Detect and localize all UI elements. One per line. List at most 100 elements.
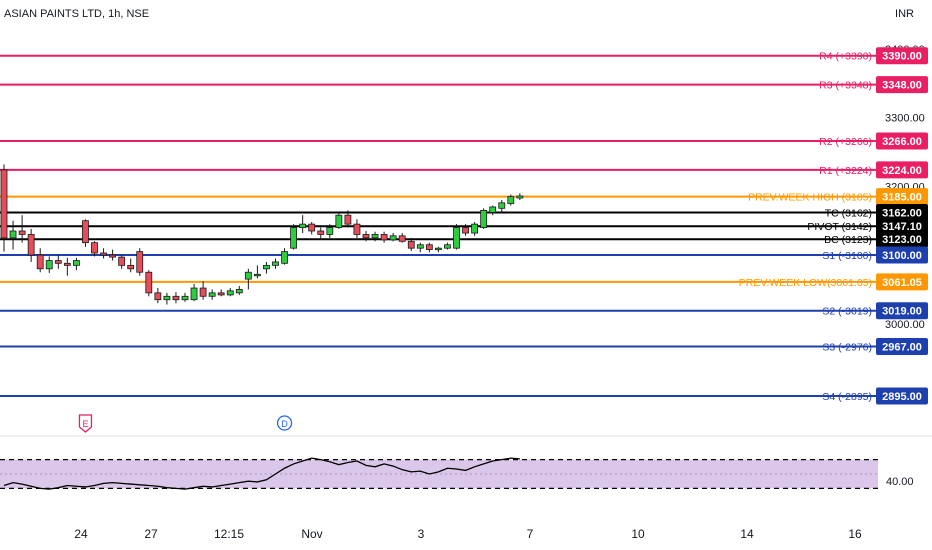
level-price-text: 3100.00: [882, 250, 922, 262]
candle-body: [425, 244, 433, 250]
candle-body: [118, 256, 126, 266]
oscillator-pane: 40.00: [0, 435, 932, 490]
level-price-badge: [876, 230, 928, 248]
level-price-text: 3123.00: [882, 234, 922, 246]
candle-body: [371, 234, 379, 239]
candle-body: [344, 214, 352, 225]
candle-body: [9, 230, 17, 239]
candle-body: [199, 287, 207, 297]
candle-body: [317, 230, 325, 235]
level-price-text: 3224.00: [882, 165, 922, 177]
level-price-badge: [876, 76, 928, 94]
candle-body: [73, 260, 80, 266]
time-tick-label: 24: [74, 527, 88, 541]
candle-body: [444, 244, 451, 249]
candle-body: [263, 264, 270, 270]
level-price-badge: [876, 273, 928, 291]
candle-body: [91, 242, 98, 254]
candle-body: [217, 292, 225, 296]
level-price-badge: [876, 302, 928, 320]
oscillator-tick-label: 40.00: [886, 476, 914, 488]
candle-body: [434, 247, 442, 251]
level-label: S2 (-3019): [822, 306, 872, 318]
currency-label: INR: [895, 8, 914, 20]
level-label: PREV.WEEK LOW(3061.05): [739, 277, 872, 289]
level-price-badge: [876, 387, 928, 405]
level-label: S3 (-2976): [822, 341, 872, 353]
level-price-text: 3147.10: [882, 221, 922, 233]
time-axis: 24 27 12:15 Nov 3 7 10 14 16: [74, 527, 862, 541]
level-price-text: 2967.00: [882, 341, 922, 353]
level-price-text: 2895.00: [882, 391, 922, 403]
candle-body: [407, 240, 415, 249]
level-label: R1 (+3224): [819, 165, 872, 177]
candle-body: [507, 196, 515, 204]
level-label: PIVOT (3142): [807, 221, 872, 233]
price-tick-label: 3300.00: [885, 113, 925, 125]
candle-body: [244, 271, 252, 280]
event-marker-label: E: [82, 419, 88, 429]
level-price-badge: [876, 246, 928, 264]
level-price-badge: [876, 188, 928, 206]
candle-body: [480, 209, 488, 228]
level-label: S4 (-2895): [822, 391, 872, 403]
level-price-text: 3019.00: [882, 306, 922, 318]
candle-body: [82, 220, 89, 244]
time-tick-label: 10: [631, 527, 645, 541]
time-tick-label: 12:15: [214, 527, 244, 541]
level-price-text: 3162.00: [882, 207, 922, 219]
dividend-marker-icon: [276, 415, 293, 431]
candle-body: [453, 227, 460, 249]
candle-body: [362, 234, 370, 239]
candle-body: [127, 264, 135, 270]
candle-body: [299, 223, 307, 228]
candle-body: [489, 206, 497, 213]
candle-body: [181, 295, 189, 301]
time-tick-label: 3: [418, 527, 425, 541]
candle-body: [253, 273, 261, 277]
time-tick-label: 16: [848, 527, 862, 541]
candle-body: [462, 227, 469, 234]
candle-body: [398, 235, 406, 242]
level-price-badge: [876, 337, 928, 355]
oscillator-line: [3, 457, 520, 490]
candle-body: [18, 230, 26, 235]
candle-body: [36, 254, 44, 270]
candle-body: [109, 254, 116, 258]
candle-body: [308, 223, 316, 232]
earnings-marker-icon: [78, 414, 93, 433]
candle-body: [498, 202, 506, 209]
level-label: PREV.WEEK HIGH (3185): [748, 192, 872, 204]
candle-body: [145, 271, 153, 294]
time-tick-label: 27: [144, 527, 158, 541]
candle-body: [163, 295, 171, 301]
level-price-badge: [876, 47, 928, 65]
level-price-badge: [876, 132, 928, 150]
pivot-levels: R4 (+3390) R3 (+3348) R2 (+3266) R1 (+3224)…: [0, 47, 928, 405]
level-price-badge: [876, 203, 928, 221]
level-label: BC (3123): [824, 234, 872, 246]
time-tick-label: 7: [527, 527, 534, 541]
candle-body: [281, 251, 288, 264]
candle-body: [335, 214, 343, 228]
candle-body: [226, 290, 234, 296]
level-price-badge: [876, 217, 928, 235]
candle-body: [326, 227, 334, 235]
level-price-text: 3185.00: [882, 192, 922, 204]
candle-body: [416, 244, 424, 249]
time-tick-label: 14: [740, 527, 754, 541]
candle-body: [471, 223, 479, 234]
candle-body: [27, 234, 35, 256]
event-marker-label: D: [281, 419, 288, 429]
candle-body: [235, 289, 243, 294]
candle-body: [380, 234, 388, 241]
candle-body: [63, 262, 71, 266]
level-price-text: 3390.00: [882, 51, 922, 63]
time-tick-label: Nov: [301, 527, 322, 541]
level-label: TC (3162): [825, 207, 872, 219]
candle-body: [0, 169, 8, 239]
candle-body: [45, 260, 53, 270]
candle-body: [389, 235, 397, 241]
